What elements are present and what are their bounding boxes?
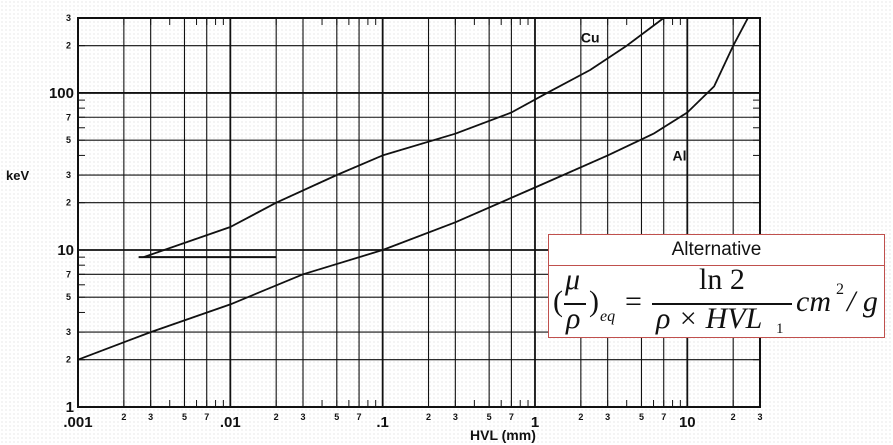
x-tick-label: .01 <box>220 414 241 431</box>
x-tick-label: 2 <box>274 412 279 422</box>
formula-rhs-bar <box>652 303 792 305</box>
chart-grid <box>77 17 761 408</box>
formula-ln2: ln 2 <box>699 263 745 296</box>
x-tick-label: 5 <box>639 412 644 422</box>
x-tick-label: 7 <box>509 412 514 422</box>
y-tick-label: 1 <box>66 399 74 416</box>
formula-paren-open: ( <box>553 285 563 318</box>
tick-labels: .001 2 3 5 7 .01 2 3 5 7 .1 2 3 5 7 1 2 3 5 7 10 2 3 1 2 3 5 7 10 2 3 5… <box>49 13 763 431</box>
y-tick-label: 7 <box>66 112 71 122</box>
x-tick-label: 7 <box>357 412 362 422</box>
formula-rho-hvl: ρ × HVL <box>656 302 763 335</box>
formula-box: Alternative ( μ ρ ) eq = ln 2 ρ × HVL 1 … <box>548 234 885 338</box>
y-tick-label: 10 <box>57 242 74 259</box>
x-tick-label: .001 <box>63 414 92 431</box>
x-tick-label: 5 <box>182 412 187 422</box>
plot-frame <box>77 17 761 408</box>
x-tick-label: 3 <box>605 412 610 422</box>
x-tick-label: 2 <box>426 412 431 422</box>
y-axis-label: keV <box>6 168 29 183</box>
x-tick-label: 5 <box>487 412 492 422</box>
y-tick-label: 2 <box>66 41 71 51</box>
formula-subscript-eq: eq <box>600 308 616 325</box>
x-tick-label: 3 <box>301 412 306 422</box>
x-tick-label: 2 <box>731 412 736 422</box>
x-axis-label: HVL (mm) <box>470 427 536 443</box>
formula-lhs-bar <box>564 303 586 305</box>
y-tick-label: 2 <box>66 198 71 208</box>
series-layer <box>77 17 749 361</box>
x-tick-label: 2 <box>578 412 583 422</box>
series-label-al: Al <box>673 148 687 164</box>
y-tick-label: 2 <box>66 355 71 365</box>
y-tick-label: 100 <box>49 85 74 102</box>
formula-unit-per-gram: / g <box>847 285 878 318</box>
x-tick-label: 7 <box>204 412 209 422</box>
formula-mu: μ <box>565 263 581 296</box>
y-tick-label: 3 <box>66 13 71 23</box>
formula-subscript-1: 1 <box>776 321 784 337</box>
x-tick-label: 1 <box>531 414 539 431</box>
x-tick-label: 3 <box>757 412 762 422</box>
x-tick-label: .1 <box>376 414 389 431</box>
y-tick-label: 5 <box>66 135 71 145</box>
formula-equation: ( μ ρ ) eq = ln 2 ρ × HVL 1 cm 2 / g <box>549 263 884 338</box>
formula-paren-close: ) <box>589 285 599 318</box>
x-tick-label: 3 <box>148 412 153 422</box>
x-tick-label: 3 <box>453 412 458 422</box>
formula-header: Alternative <box>549 235 884 266</box>
formula-unit-exponent: 2 <box>836 281 844 298</box>
series-curve-cu <box>143 17 665 258</box>
y-tick-label: 3 <box>66 327 71 337</box>
x-tick-label: 7 <box>661 412 666 422</box>
series-label-cu: Cu <box>581 29 600 45</box>
y-tick-label: 5 <box>66 292 71 302</box>
formula-equals: = <box>625 285 642 318</box>
x-tick-label: 2 <box>121 412 126 422</box>
x-tick-label: 5 <box>334 412 339 422</box>
y-tick-label: 3 <box>66 170 71 180</box>
y-tick-label: 7 <box>66 269 71 279</box>
series-curve-al <box>77 17 749 361</box>
formula-rho: ρ <box>566 302 581 335</box>
formula-unit-cm: cm <box>796 285 831 318</box>
x-tick-label: 10 <box>679 414 696 431</box>
